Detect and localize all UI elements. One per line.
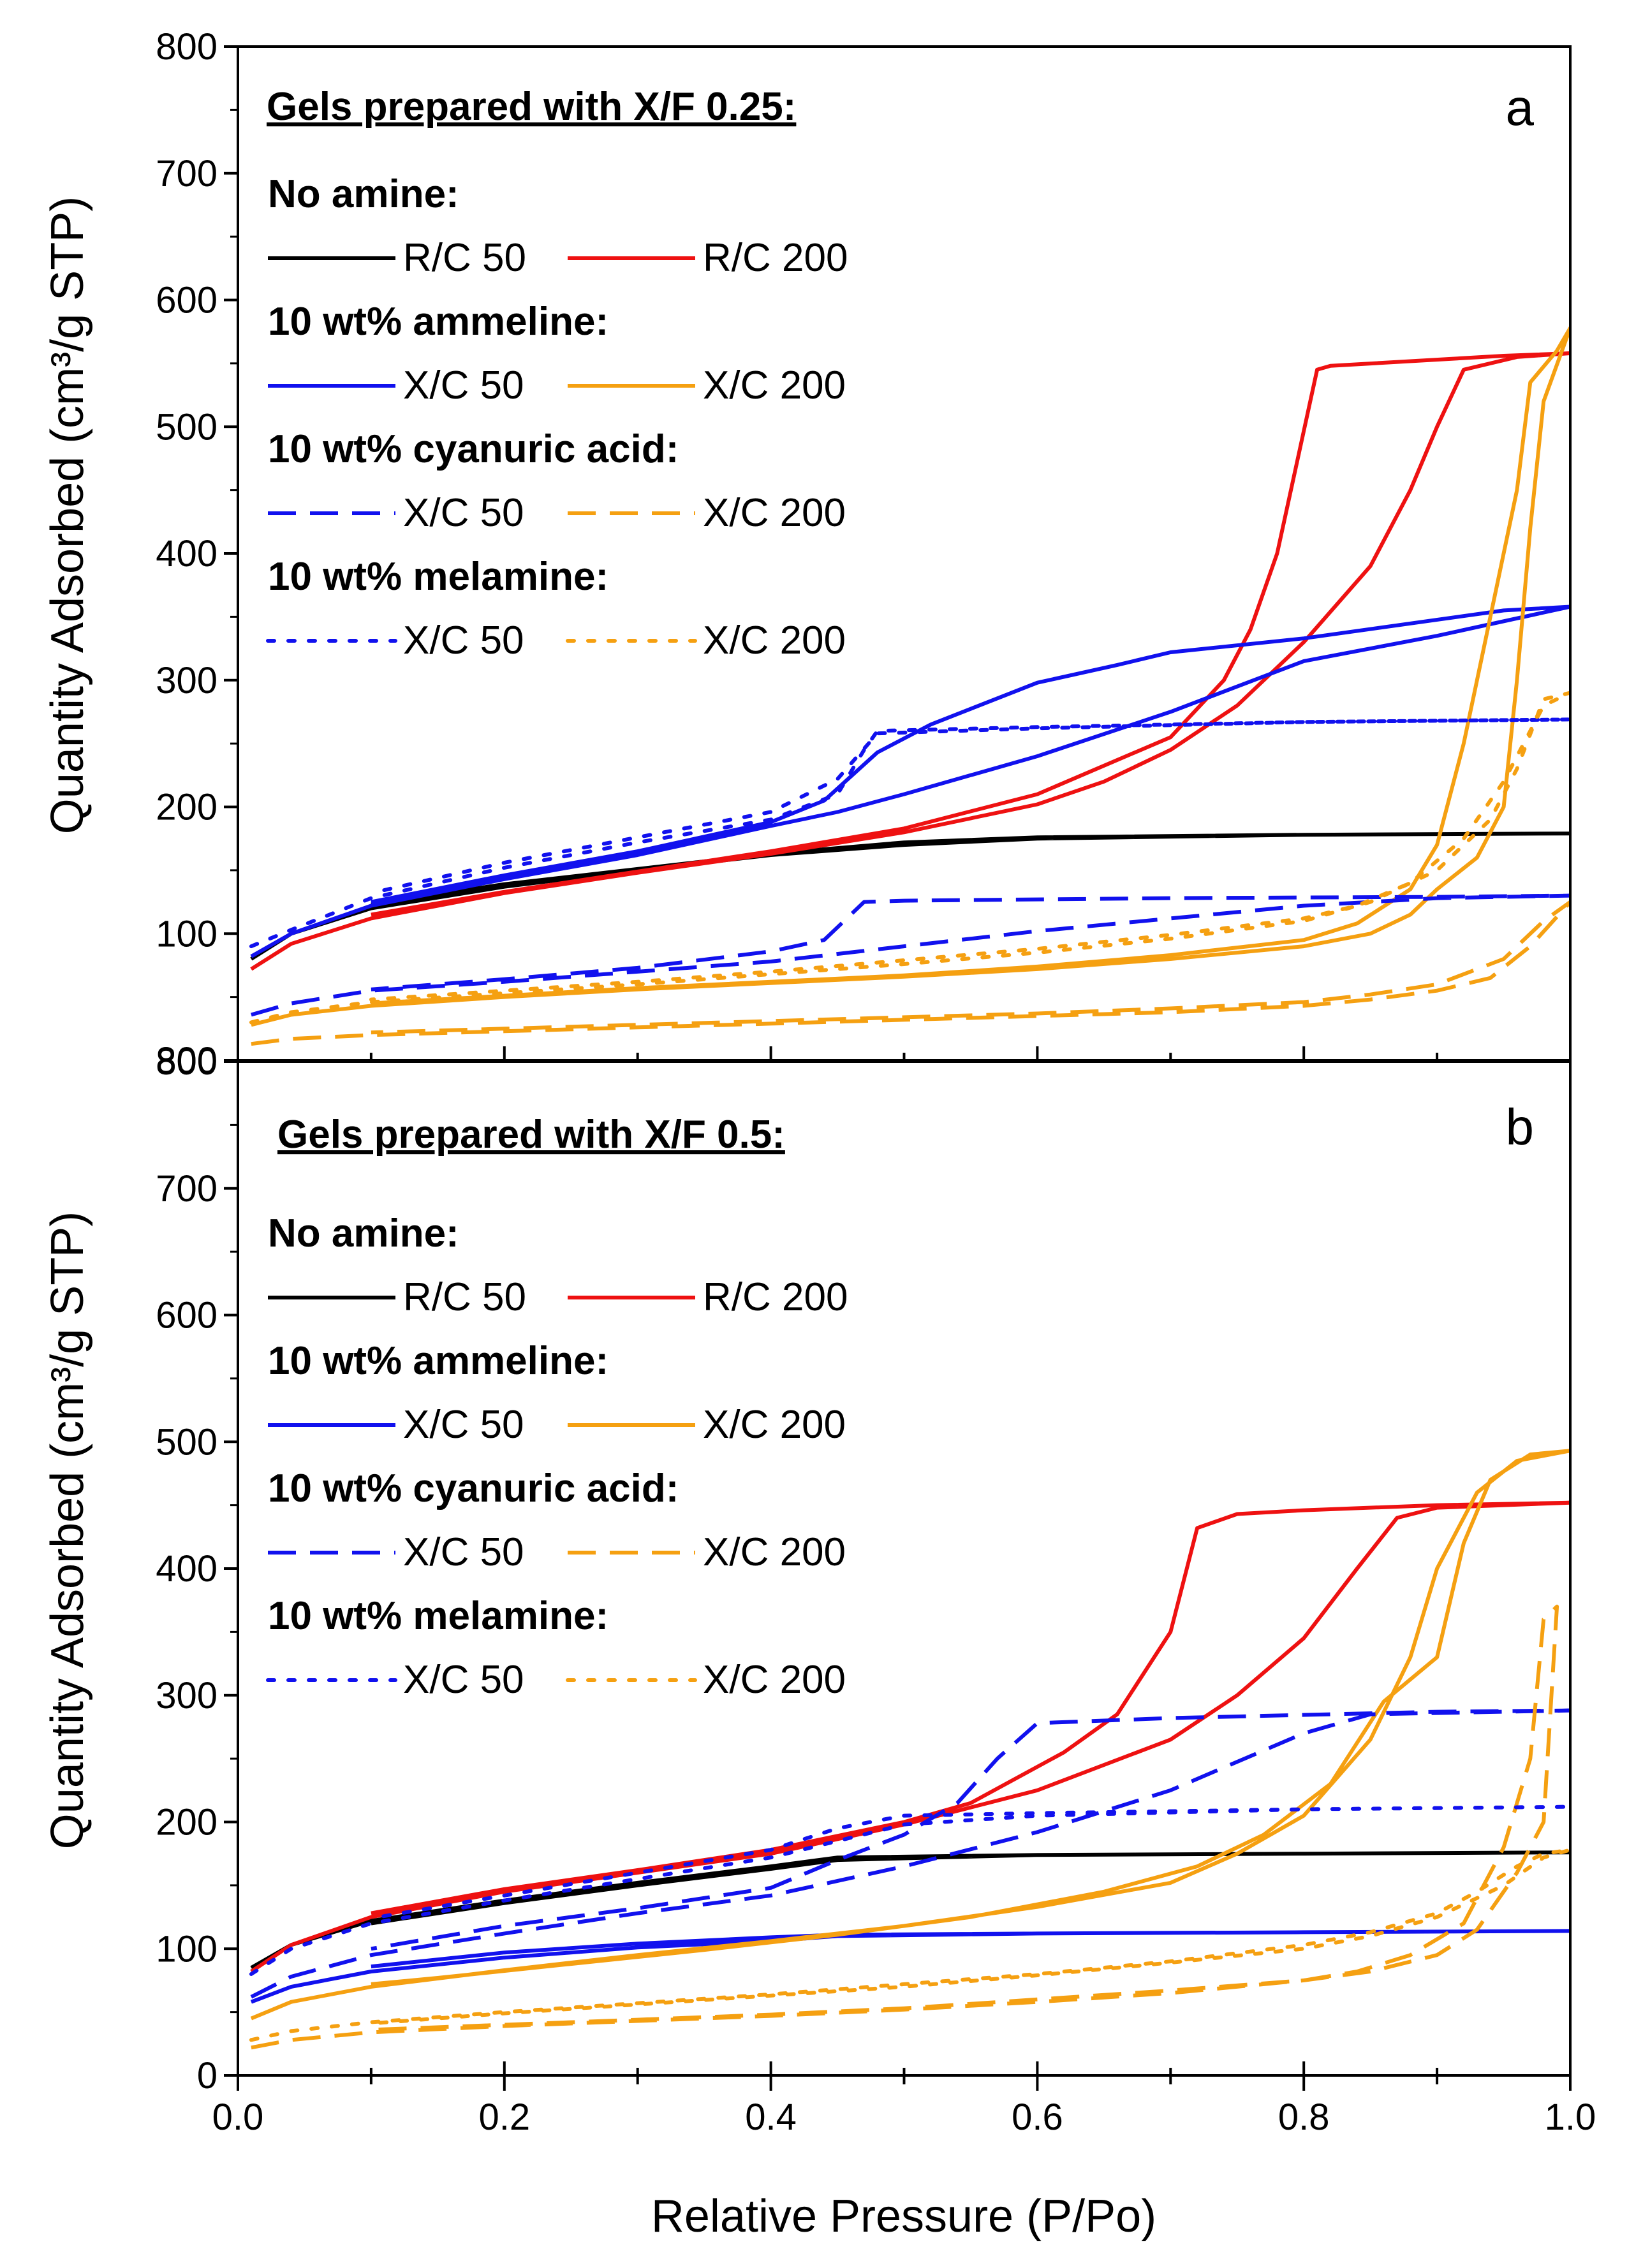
y-tick-label: 700 (156, 1168, 217, 1210)
y-tick-label: 0 (197, 2055, 217, 2096)
legend-heading: 10 wt% cyanuric acid: (268, 1467, 679, 1511)
series-line-a-3 (251, 326, 1570, 1027)
legend-label: R/C 50 (403, 1275, 526, 1319)
legend-label: X/C 50 (403, 618, 524, 662)
y-tick-label: 600 (156, 280, 217, 321)
y-tick-label: 400 (156, 1548, 217, 1590)
x-tick-label: 0.6 (1012, 2096, 1063, 2138)
series-line-a-1 (250, 351, 1570, 971)
series-line-b-6 (249, 1804, 1570, 1976)
series-line-a-7 (249, 691, 1570, 1025)
legend-label: X/C 50 (403, 1658, 524, 1702)
panel-b-frame (237, 1060, 1572, 2077)
y-tick-label: 800 (156, 1040, 217, 1081)
legend-heading: 10 wt% ammeline: (268, 1339, 608, 1383)
series-line-b-3 (250, 1449, 1570, 2021)
x-tick-label: 0.4 (745, 2096, 797, 2138)
x-axis-title: Relative Pressure (P/Po) (651, 2191, 1156, 2242)
y-tick-label: 800 (156, 26, 217, 68)
panel-b-label: b (1506, 1099, 1535, 1155)
series-line-b-0 (250, 1850, 1570, 1970)
y-axis-title-bottom: Quantity Adsorbed (cm³/g STP) (42, 1211, 93, 1849)
y-tick-label: 600 (156, 1295, 217, 1336)
x-tick-label: 0.8 (1278, 2096, 1330, 2138)
x-tick-label: 1.0 (1545, 2096, 1596, 2138)
series-line-a-4 (251, 893, 1570, 1017)
y-tick-label: 200 (156, 1802, 217, 1843)
series-line-b-7 (249, 1848, 1570, 2042)
y-tick-label: 500 (156, 1421, 217, 1463)
series-line-a-6 (249, 717, 1570, 949)
legend-label: X/C 200 (703, 1403, 846, 1447)
legend-label: X/C 50 (403, 1530, 524, 1574)
y-tick-label: 800 (156, 1041, 217, 1083)
panel-b-title: Gels prepared with X/F 0.5: (277, 1113, 785, 1157)
y-tick-label: 500 (156, 406, 217, 448)
legend-label: X/C 200 (703, 1530, 846, 1574)
y-tick-label: 700 (156, 153, 217, 194)
y-tick-label: 300 (156, 1675, 217, 1716)
series-line-b-1 (250, 1500, 1570, 1973)
y-tick-label: 100 (156, 913, 217, 955)
y-tick-label: 300 (156, 660, 217, 701)
y-tick-label: 400 (156, 533, 217, 574)
legend-label: X/C 200 (703, 1658, 846, 1702)
legend-heading: 10 wt% ammeline: (268, 300, 608, 344)
x-axis-ticks: 0.0 0.2 0.4 0.6 0.8 1.0 (212, 2077, 1596, 2138)
legend-label: X/C 200 (703, 363, 846, 407)
legend-label: R/C 50 (403, 236, 526, 280)
x-tick-label: 0.0 (212, 2096, 264, 2138)
legend-label: X/C 200 (703, 491, 846, 535)
panel-a-label: a (1506, 79, 1535, 136)
legend-heading: No amine: (268, 1211, 459, 1255)
series-line-b-4 (250, 1708, 1570, 1999)
y-tick-label: 200 (156, 787, 217, 828)
legend-label: R/C 200 (703, 236, 848, 280)
x-tick-label: 0.2 (478, 2096, 530, 2138)
legend-heading: 10 wt% melamine: (268, 555, 608, 599)
series-line-b-2 (250, 1929, 1570, 2004)
legend-label: X/C 200 (703, 618, 846, 662)
legend-heading: 10 wt% melamine: (268, 1594, 608, 1638)
legend-label: X/C 50 (403, 491, 524, 535)
y-axis-title-top: Quantity Adsorbed (cm³/g STP) (42, 196, 93, 834)
legend-label: R/C 200 (703, 1275, 848, 1319)
legend-heading: No amine: (268, 172, 459, 216)
panel-a: 800 100 200 300 400 500 600 700 800 No amine: R/C… (156, 26, 1572, 1081)
series-line-b-5 (251, 1604, 1559, 2050)
panel-a-title: Gels prepared with X/F 0.25: (267, 85, 796, 129)
y-tick-label: 100 (156, 1928, 217, 1970)
panel-b: 0 100 200 300 400 500 600 700 800 No amine: R/C 5… (156, 1041, 1572, 2096)
series-line-a-5 (251, 900, 1570, 1046)
legend-label: X/C 50 (403, 363, 524, 407)
legend-label: X/C 50 (403, 1403, 524, 1447)
legend-heading: 10 wt% cyanuric acid: (268, 427, 679, 471)
